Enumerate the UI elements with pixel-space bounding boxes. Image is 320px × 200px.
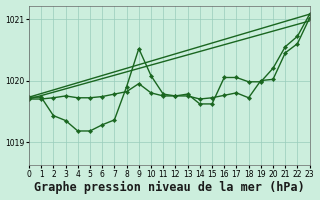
X-axis label: Graphe pression niveau de la mer (hPa): Graphe pression niveau de la mer (hPa) xyxy=(34,181,305,194)
